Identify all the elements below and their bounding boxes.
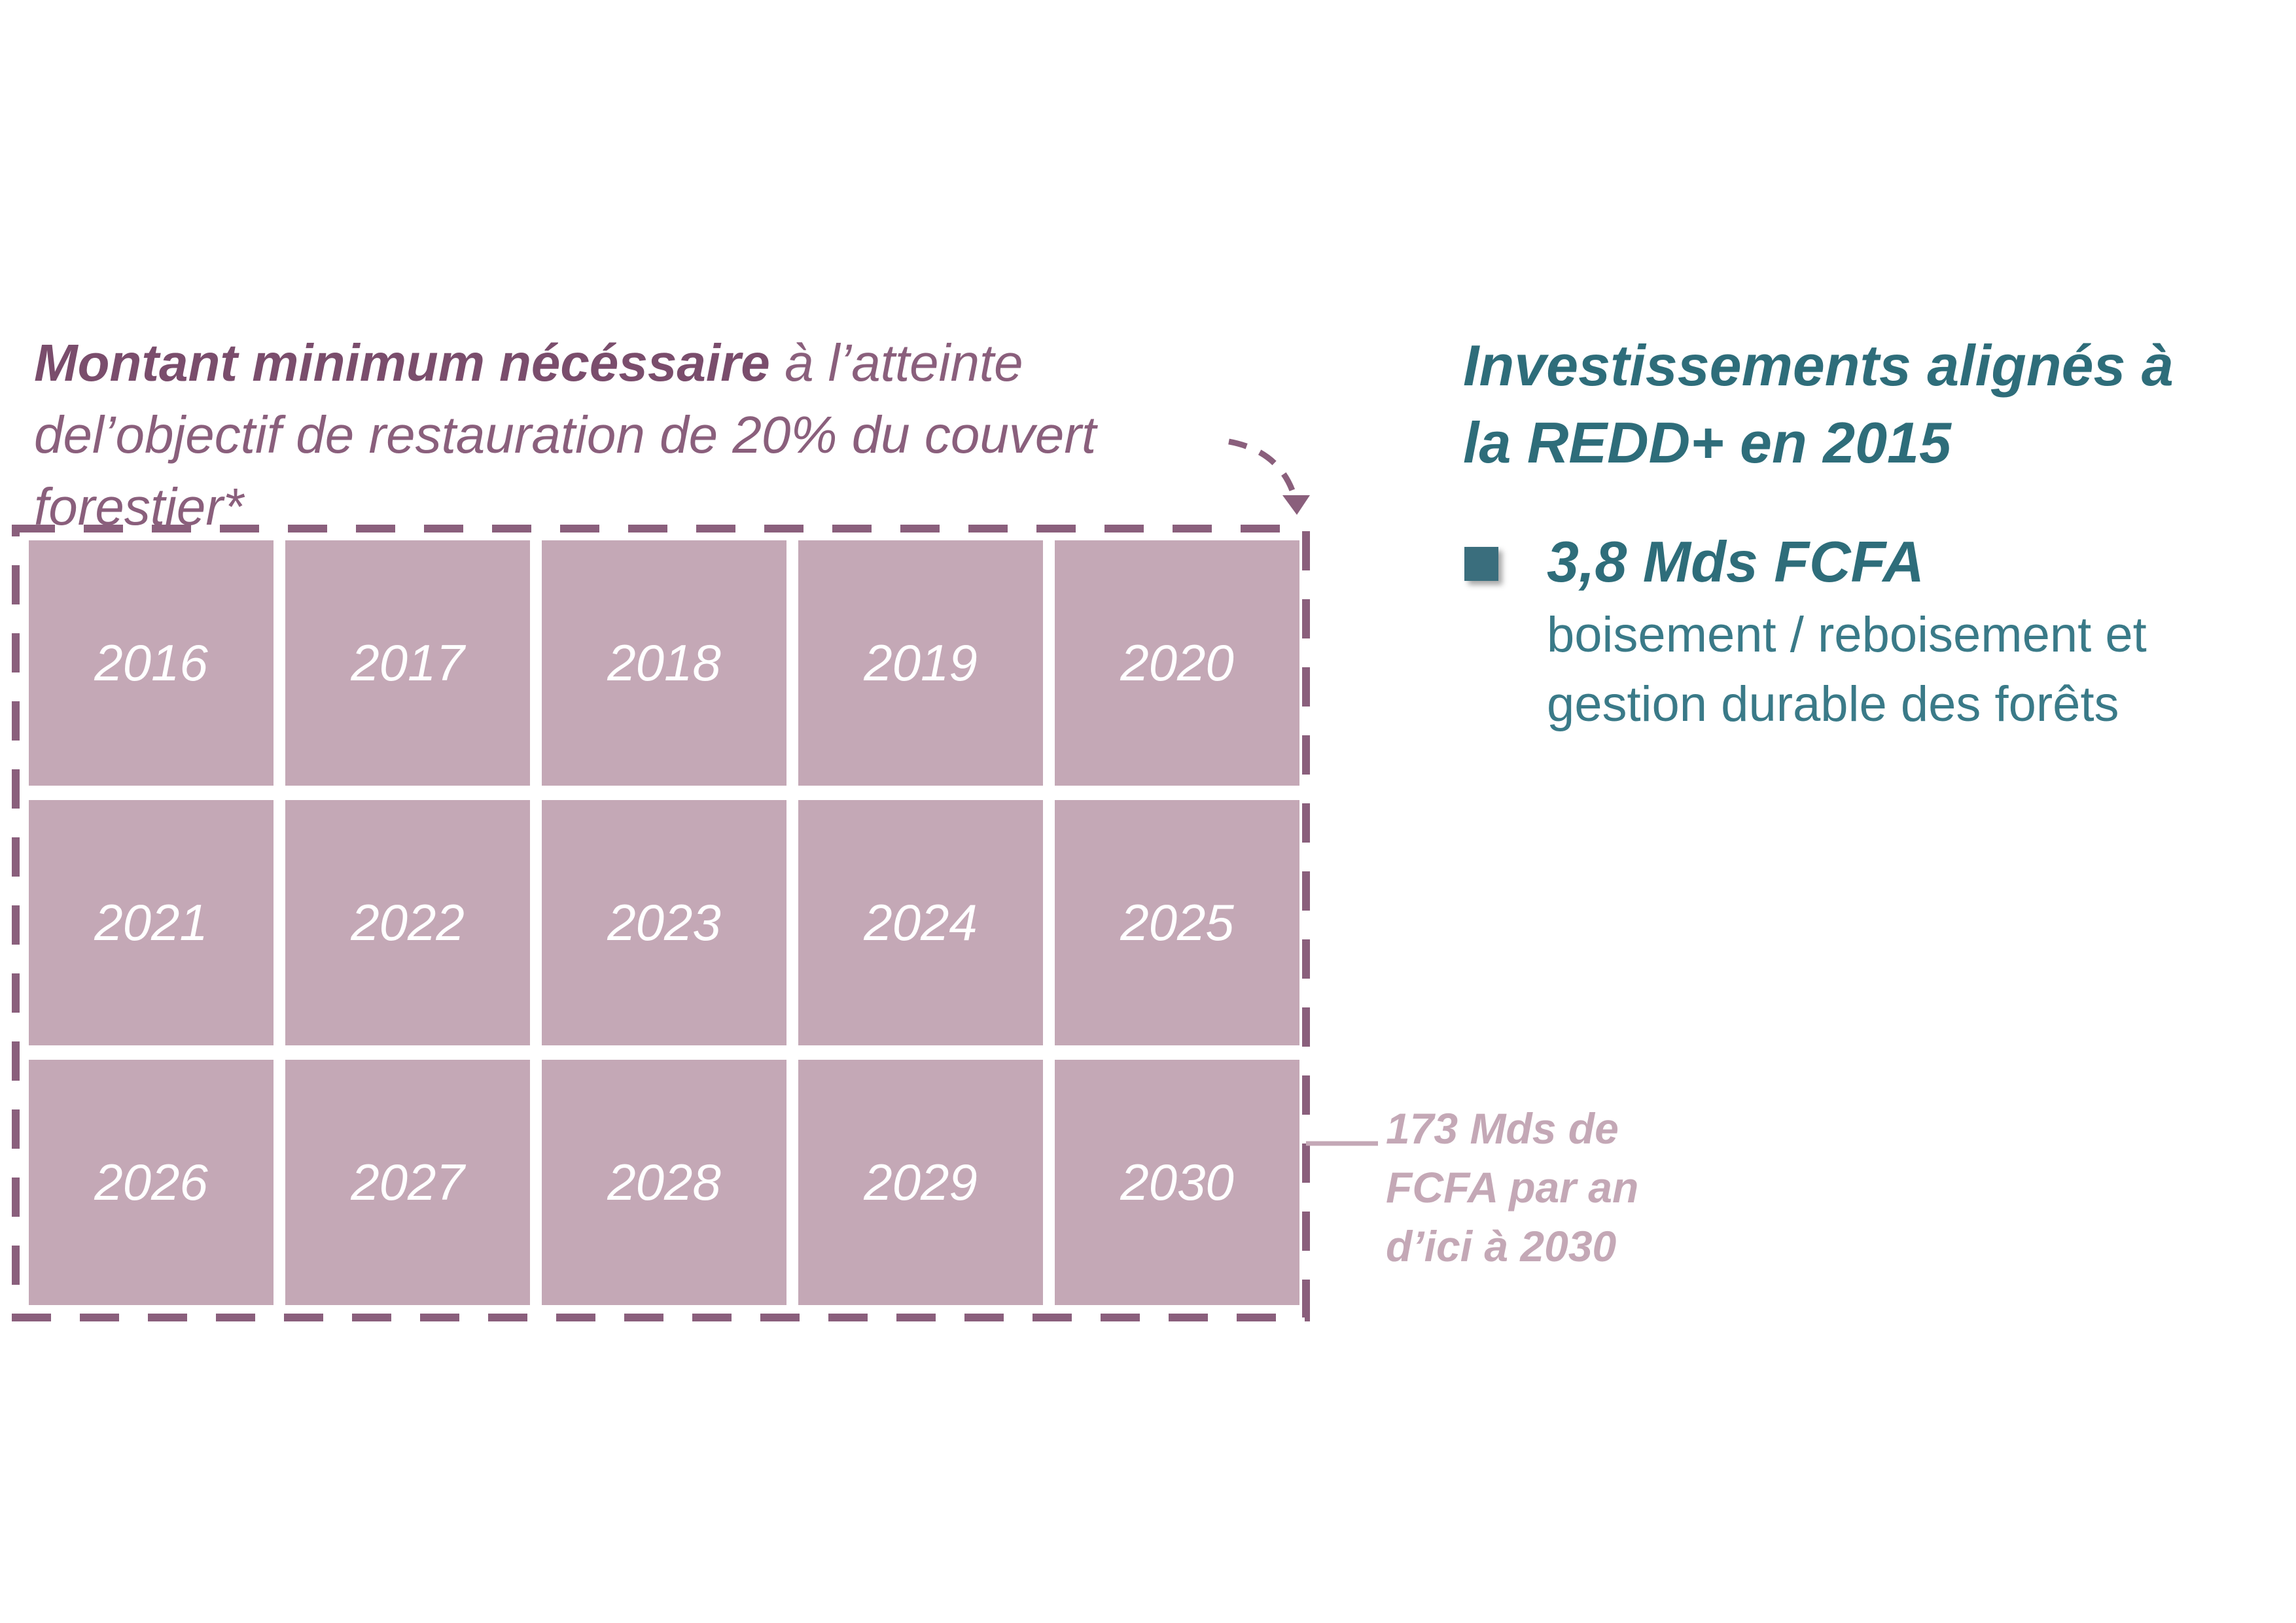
- amount-title-rest: à l’atteinte del’objectif de restauratio…: [34, 334, 1097, 536]
- curved-arrow-head: [1282, 495, 1310, 515]
- legend-value: 3,8 Mds FCFA: [1547, 529, 1924, 594]
- year-cell: 2020: [1055, 540, 1299, 786]
- investments-title-line-2: la REDD+ en 2015: [1463, 410, 1951, 475]
- year-cell: 2027: [285, 1060, 530, 1305]
- year-cell: 2016: [29, 540, 274, 786]
- legend-description: boisement / reboisement et gestion durab…: [1547, 601, 2286, 739]
- year-cell: 2017: [285, 540, 530, 786]
- year-cell: 2021: [29, 800, 274, 1045]
- year-cell: 2019: [798, 540, 1043, 786]
- year-cell: 2024: [798, 800, 1043, 1045]
- legend-square-icon: [1464, 547, 1498, 581]
- annotation-line-2: FCFA par an: [1386, 1163, 1639, 1212]
- year-cell: 2029: [798, 1060, 1043, 1305]
- annotation-line-3: d’ici à 2030: [1386, 1222, 1617, 1270]
- amount-title: Montant minimum nécéssaire à l’atteinte …: [34, 327, 1277, 543]
- year-cell: 2022: [285, 800, 530, 1045]
- year-cell: 2025: [1055, 800, 1299, 1045]
- annotation-line-1: 173 Mds de: [1386, 1104, 1619, 1153]
- year-cell: 2028: [542, 1060, 786, 1305]
- year-cell: 2018: [542, 540, 786, 786]
- year-cell: 2026: [29, 1060, 274, 1305]
- year-cell: 2023: [542, 800, 786, 1045]
- year-cell: 2030: [1055, 1060, 1299, 1305]
- curved-arrow-line: [1228, 438, 1299, 502]
- amount-title-strong: Montant minimum nécéssaire: [34, 334, 770, 392]
- legend-desc-line-2: gestion durable des forêts: [1547, 676, 2119, 732]
- investments-title-line-1: Investissements alignés à: [1463, 333, 2174, 398]
- annual-amount-annotation: 173 Mds de FCFA par an d’ici à 2030: [1386, 1099, 1726, 1276]
- dashed-border: [12, 525, 1310, 1321]
- year-grid: 2016 2017 2018 2019 2020 2021 2022 2023 …: [29, 540, 1299, 1305]
- investments-title: Investissements alignés à la REDD+ en 20…: [1463, 327, 2248, 481]
- legend-desc-line-1: boisement / reboisement et: [1547, 607, 2147, 663]
